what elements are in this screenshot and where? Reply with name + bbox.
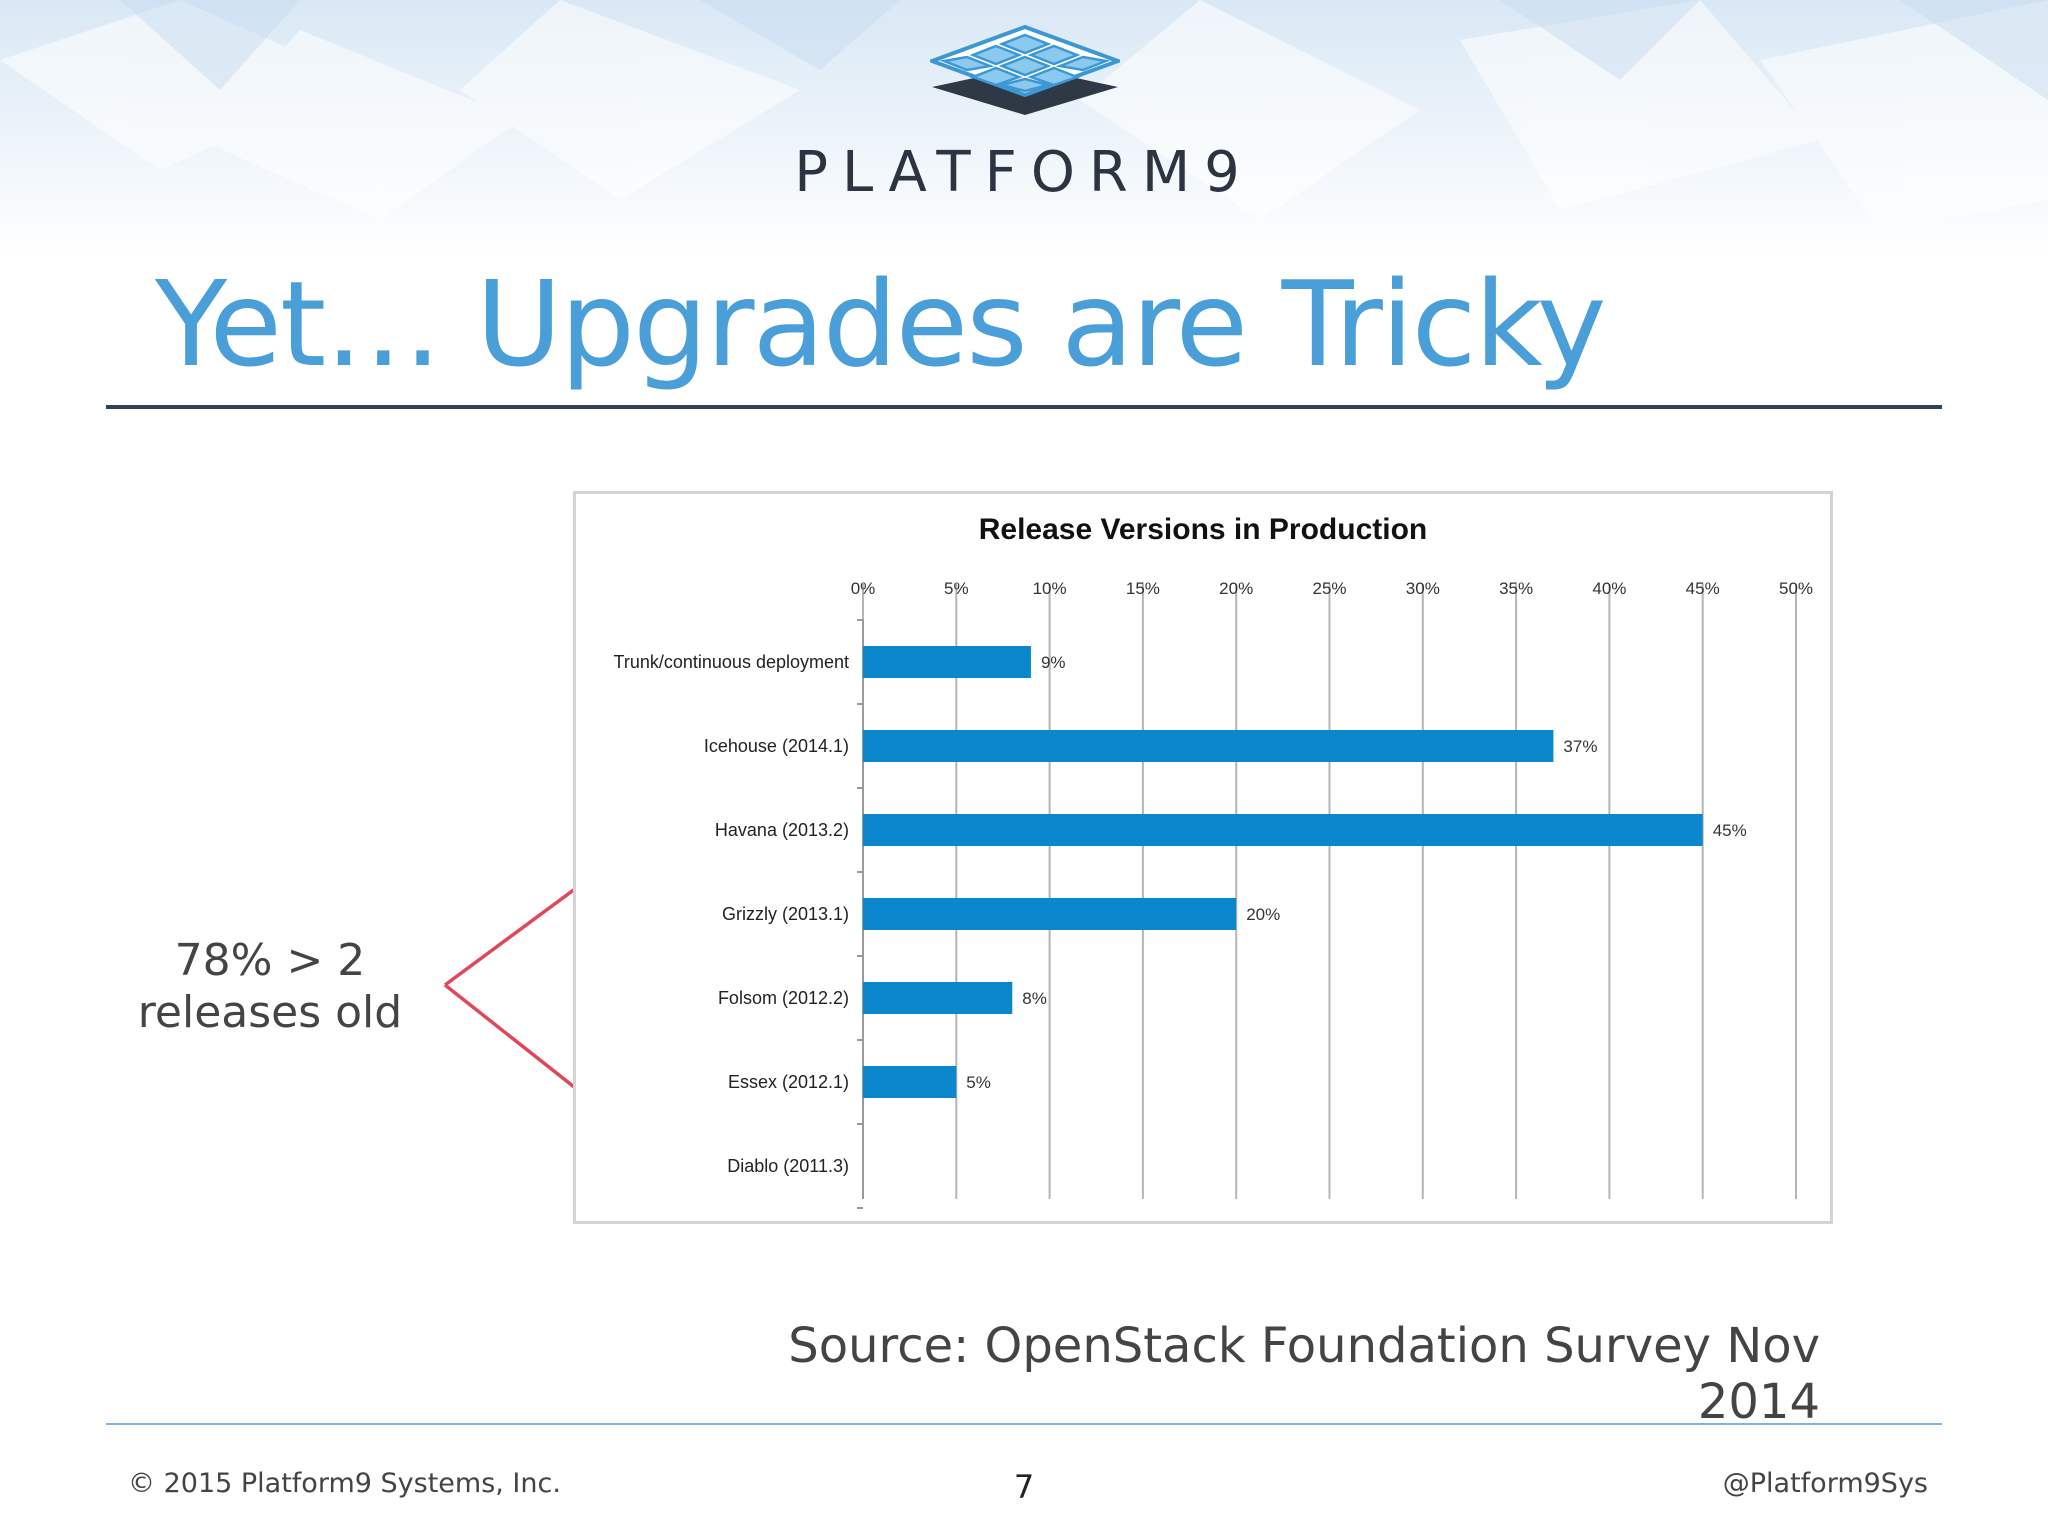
category-label: Havana (2013.2) [715, 820, 849, 840]
footer-divider [106, 1423, 1942, 1425]
bar [863, 1066, 957, 1098]
x-tick-label: 5% [944, 579, 969, 598]
x-tick-label: 15% [1126, 579, 1160, 598]
bar-value-label: 37% [1563, 737, 1597, 756]
category-label: Essex (2012.1) [728, 1072, 849, 1092]
category-label: Diablo (2011.3) [727, 1156, 849, 1176]
x-tick-label: 20% [1219, 579, 1253, 598]
x-tick-label: 35% [1499, 579, 1533, 598]
chart-title: Release Versions in Production [979, 513, 1427, 546]
twitter-handle: @Platform9Sys [1722, 1468, 1928, 1499]
bar-value-label: 20% [1246, 905, 1280, 924]
source-citation: Source: OpenStack Foundation Survey Nov … [788, 1318, 1820, 1430]
slide-title: Yet… Upgrades are Tricky [155, 255, 1606, 393]
bar [863, 814, 1703, 846]
page-number: 7 [1013, 1468, 1035, 1506]
category-label: Icehouse (2014.1) [704, 736, 849, 756]
bar [863, 898, 1237, 930]
bar-value-label: 5% [966, 1073, 991, 1092]
release-versions-chart: Release Versions in Production 0% 5% 10% 15… [614, 513, 1813, 1209]
annotation-line-1: 78% > 2 [174, 935, 366, 986]
x-tick-label: 25% [1312, 579, 1346, 598]
x-tick-label: 45% [1686, 579, 1720, 598]
annotation-line-2: releases old [137, 987, 403, 1038]
x-tick-label: 10% [1033, 579, 1067, 598]
chart-frame: Release Versions in Production 0% 5% 10% 15… [573, 491, 1833, 1224]
x-tick-label: 0% [851, 579, 876, 598]
category-label: Trunk/continuous deployment [614, 652, 849, 672]
bar-value-label: 9% [1041, 653, 1066, 672]
platform9-logo-icon [930, 25, 1120, 115]
x-tick-label: 50% [1779, 579, 1813, 598]
title-divider [106, 405, 1942, 409]
brand-wordmark: PLATFORM9 [794, 140, 1254, 205]
category-label: Folsom (2012.2) [718, 988, 849, 1008]
x-tick-label: 30% [1406, 579, 1440, 598]
bar-value-label: 45% [1713, 821, 1747, 840]
category-label: Grizzly (2013.1) [722, 904, 849, 924]
bar [863, 730, 1554, 762]
bar-value-label: 8% [1022, 989, 1047, 1008]
annotation-callout: 78% > 2 releases old [100, 935, 440, 1039]
bar [863, 982, 1013, 1014]
bar [863, 646, 1031, 678]
x-tick-label: 40% [1592, 579, 1626, 598]
footer-copyright: © 2015 Platform9 Systems, Inc. [128, 1468, 561, 1499]
